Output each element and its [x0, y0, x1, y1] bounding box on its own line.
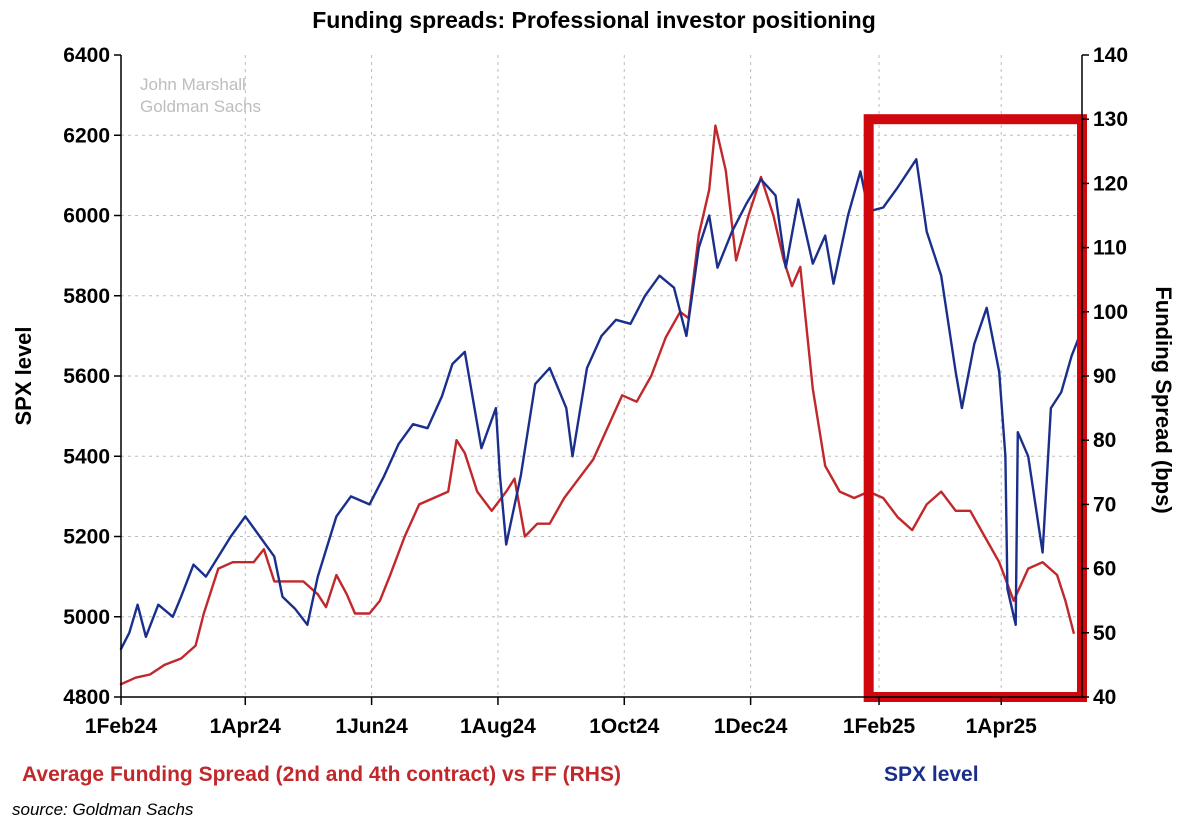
y2-tick-label: 50: [1093, 622, 1116, 645]
y2-tick-label: 60: [1093, 558, 1116, 581]
legend-funding: Average Funding Spread (2nd and 4th cont…: [22, 763, 621, 786]
y2-tick-label: 70: [1093, 493, 1116, 516]
funding-spread-line: [119, 124, 1075, 686]
y2-axis-label: Funding Spread (bps): [1151, 286, 1176, 513]
x-tick-label: 1Oct24: [589, 715, 659, 738]
watermark-line-2: Goldman Sachs: [140, 97, 261, 116]
axes: 4800 5000 5200 5400 5600 5800 6000 6200 6400 40 50…: [63, 44, 1128, 738]
x-tick-label: 1Apr24: [210, 715, 282, 738]
y-tick-label: 5400: [63, 445, 110, 468]
y2-tick-label: 100: [1093, 301, 1128, 324]
x-tick-label: 1Feb25: [843, 715, 916, 738]
y2-tick-label: 110: [1093, 237, 1127, 260]
y2-tick-label: 80: [1093, 429, 1116, 452]
y2-tick-label: 40: [1093, 686, 1116, 709]
y-tick-label: 5000: [63, 606, 110, 629]
y2-tick-label: 130: [1093, 108, 1128, 131]
source-note: source: Goldman Sachs: [12, 800, 194, 819]
y-tick-label: 4800: [63, 686, 110, 709]
grid: [121, 55, 1082, 697]
x-tick-label: 1Aug24: [460, 715, 536, 738]
y-tick-label: 5200: [63, 526, 110, 549]
y-tick-label: 5800: [63, 285, 110, 308]
x-tick-label: 1Apr25: [966, 715, 1038, 738]
y-tick-label: 6400: [63, 44, 110, 67]
x-tick-label: 1Dec24: [714, 715, 788, 738]
spx-level-line: [119, 158, 1080, 651]
x-tick-label: 1Feb24: [85, 715, 158, 738]
y-tick-label: 6200: [63, 124, 110, 147]
y2-tick-label: 120: [1093, 172, 1128, 195]
y-tick-label: 5600: [63, 365, 110, 388]
legend-spx: SPX level: [884, 763, 979, 786]
y-tick-label: 6000: [63, 205, 110, 228]
series-layer: [119, 124, 1080, 686]
y2-tick-label: 140: [1093, 44, 1128, 67]
x-tick-label: 1Jun24: [335, 715, 408, 738]
watermark-line-1: John Marshall: [140, 75, 246, 94]
chart-title: Funding spreads: Professional investor p…: [312, 7, 876, 33]
y-axis-label: SPX level: [11, 326, 36, 425]
y2-tick-label: 90: [1093, 365, 1116, 388]
